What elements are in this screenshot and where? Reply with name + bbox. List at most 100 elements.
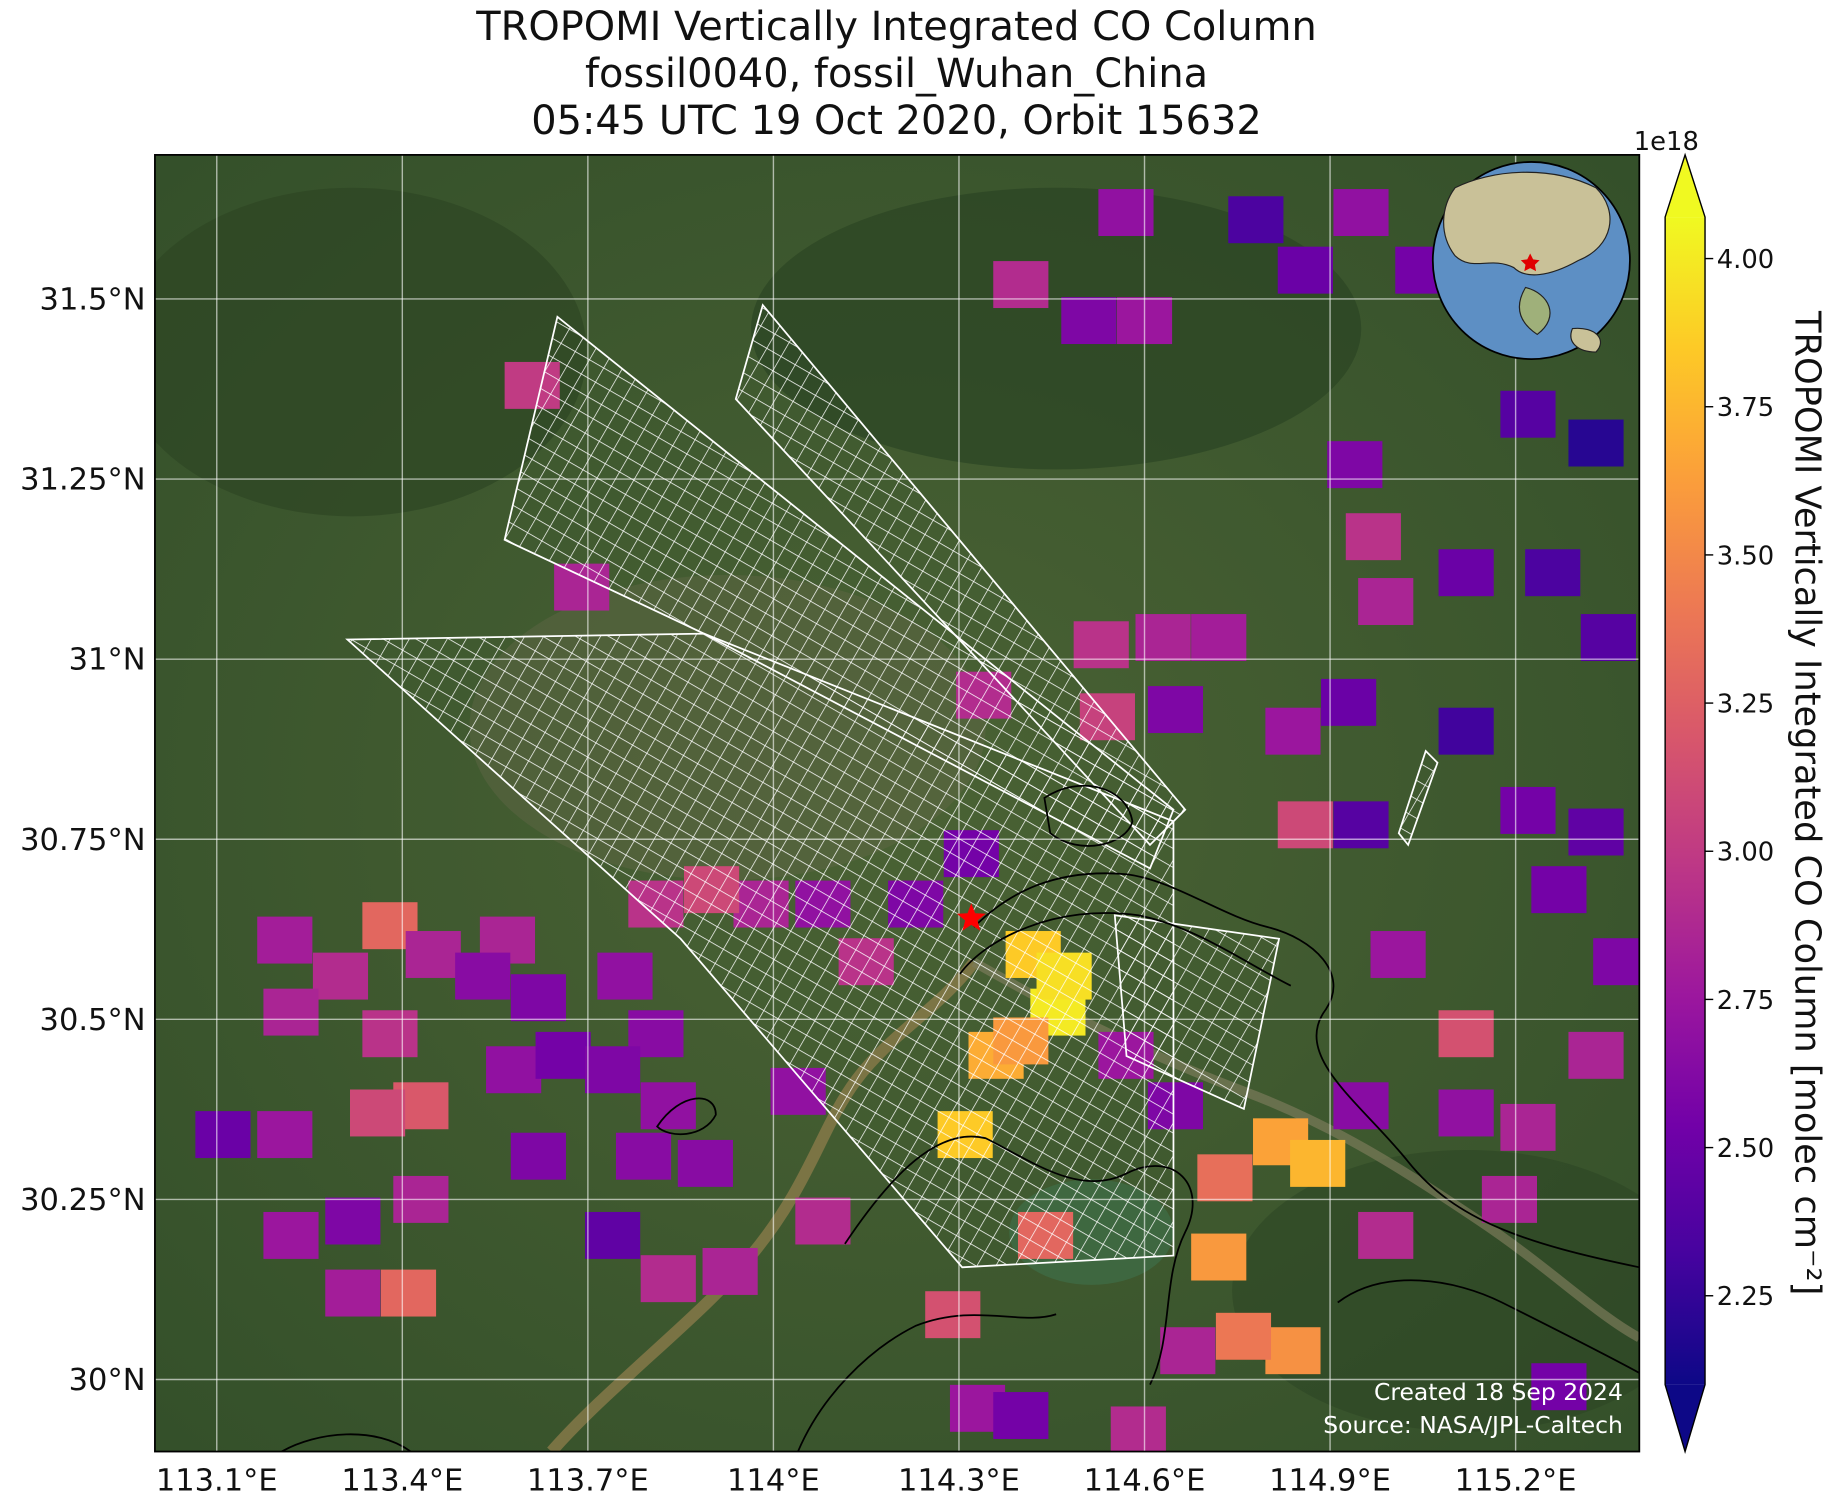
co-cell bbox=[510, 1132, 566, 1180]
colorbar-tick-label: 2.25 bbox=[1717, 1282, 1774, 1312]
colorbar-label: TROPOMI Vertically Integrated CO Column … bbox=[1786, 310, 1827, 1295]
site-layer bbox=[956, 903, 986, 931]
co-cell bbox=[1345, 513, 1401, 561]
title-line: 05:45 UTC 19 Oct 2020, Orbit 15632 bbox=[531, 98, 1262, 144]
co-cell bbox=[1135, 614, 1191, 662]
credit: Source: NASA/JPL-Caltech bbox=[1323, 1411, 1623, 1439]
co-cell bbox=[1438, 1010, 1494, 1058]
co-cell bbox=[1568, 808, 1624, 856]
co-cell bbox=[1197, 1154, 1253, 1202]
co-cell bbox=[263, 1211, 319, 1259]
co-cell bbox=[325, 1197, 381, 1245]
contour-line bbox=[1337, 1279, 1640, 1374]
title-line: TROPOMI Vertically Integrated CO Column bbox=[475, 4, 1316, 50]
co-cell bbox=[1160, 1327, 1216, 1375]
y-tick-label: 31.25°N bbox=[20, 463, 145, 498]
co-cell bbox=[1327, 441, 1383, 489]
colorbar-tick-label: 3.00 bbox=[1717, 838, 1774, 868]
globe-star bbox=[1520, 253, 1540, 272]
colorbar-tick-label: 3.25 bbox=[1717, 689, 1774, 719]
contour-line bbox=[797, 1313, 1057, 1452]
co-cell bbox=[1290, 1139, 1346, 1187]
co-cell bbox=[1531, 1363, 1587, 1411]
axes: 113.1°E 113.4°E 113.7°E 114°E 114.3°E 114.6°E… bbox=[20, 283, 1576, 1499]
co-cell bbox=[1500, 1103, 1556, 1151]
co-cell bbox=[1147, 686, 1204, 734]
co-cell bbox=[1110, 1406, 1166, 1452]
terrain bbox=[154, 187, 587, 517]
co-cell bbox=[1215, 1312, 1272, 1360]
co-cell bbox=[1333, 189, 1389, 236]
co-cell bbox=[1531, 866, 1587, 914]
co-cell bbox=[1438, 707, 1494, 755]
contour-line bbox=[656, 1097, 717, 1136]
swath-mesh bbox=[1113, 914, 1281, 1111]
x-tick-label: 115.2°E bbox=[1455, 1463, 1577, 1498]
co-cell bbox=[257, 916, 313, 964]
x-tick-label: 114°E bbox=[727, 1463, 820, 1498]
co-cell bbox=[677, 1139, 733, 1187]
x-tick-label: 114.9°E bbox=[1269, 1463, 1391, 1498]
co-cell bbox=[640, 1255, 696, 1303]
site-star bbox=[956, 903, 986, 931]
x-tick-label: 113.1°E bbox=[156, 1463, 278, 1498]
co-cell bbox=[350, 1089, 406, 1137]
co-cell bbox=[993, 261, 1049, 309]
co-cell bbox=[312, 952, 369, 1000]
y-tick-label: 30.75°N bbox=[20, 823, 145, 858]
co-cell bbox=[1191, 1233, 1247, 1281]
co-cell bbox=[257, 1111, 313, 1159]
co-cell bbox=[702, 1247, 758, 1295]
co-cell bbox=[1500, 390, 1556, 438]
colorbar-tick-label: 2.75 bbox=[1717, 986, 1774, 1016]
co-cell bbox=[510, 974, 566, 1022]
co-cell bbox=[1358, 578, 1414, 625]
colorbar-extend-max bbox=[1665, 154, 1706, 218]
swath bbox=[345, 303, 1439, 1269]
co-cell bbox=[1525, 549, 1581, 597]
title-line: fossil0040, fossil_Wuhan_China bbox=[585, 51, 1208, 97]
globe-inset bbox=[1431, 161, 1631, 360]
co-cell bbox=[1061, 297, 1117, 345]
contour-line bbox=[844, 1135, 1194, 1386]
co-cell bbox=[585, 1046, 641, 1094]
co-cell bbox=[1265, 1327, 1321, 1375]
terrain bbox=[751, 187, 1362, 470]
colorbar: 2.25 2.50 2.75 3.00 3.25 3.50 3.75 4.00 1e18 TROP… bbox=[1634, 127, 1827, 1455]
swath-mesh bbox=[1397, 749, 1439, 847]
co-cell bbox=[362, 1010, 418, 1058]
y-tick-label: 31.5°N bbox=[40, 283, 146, 318]
co-cell bbox=[380, 1269, 437, 1317]
co-cell bbox=[1321, 678, 1377, 726]
co-cell bbox=[1191, 614, 1247, 662]
contours bbox=[281, 784, 1640, 1452]
co-cell bbox=[1333, 801, 1389, 849]
contour-line bbox=[281, 1433, 412, 1452]
co-cell bbox=[1358, 1211, 1414, 1259]
y-tick-label: 30.5°N bbox=[40, 1003, 146, 1038]
colorbar-offset: 1e18 bbox=[1634, 127, 1699, 157]
colorbar-tick-label: 3.50 bbox=[1717, 541, 1774, 571]
co-cell bbox=[1568, 419, 1624, 467]
gridlines bbox=[154, 154, 1640, 1452]
co-cell bbox=[615, 1132, 672, 1180]
co-cell bbox=[1438, 549, 1494, 597]
colorbar-tick-label: 3.75 bbox=[1717, 393, 1774, 423]
co-cell bbox=[597, 952, 653, 1000]
co-cell bbox=[640, 1082, 696, 1130]
co-cell bbox=[1593, 938, 1640, 986]
y-tick-label: 30°N bbox=[69, 1363, 146, 1398]
colorbar-extend-min bbox=[1665, 1384, 1706, 1452]
colorbar-gradient bbox=[1665, 217, 1706, 1385]
co-cell bbox=[535, 1031, 591, 1079]
co-cell bbox=[455, 952, 511, 1000]
co-cell bbox=[1370, 931, 1426, 978]
x-tick-label: 113.7°E bbox=[527, 1463, 649, 1498]
globe-land bbox=[1570, 327, 1602, 353]
co-cell bbox=[1333, 1082, 1389, 1130]
x-tick-label: 114.6°E bbox=[1084, 1463, 1206, 1498]
co-cell bbox=[1568, 1031, 1624, 1079]
x-tick-label: 113.4°E bbox=[341, 1463, 463, 1498]
